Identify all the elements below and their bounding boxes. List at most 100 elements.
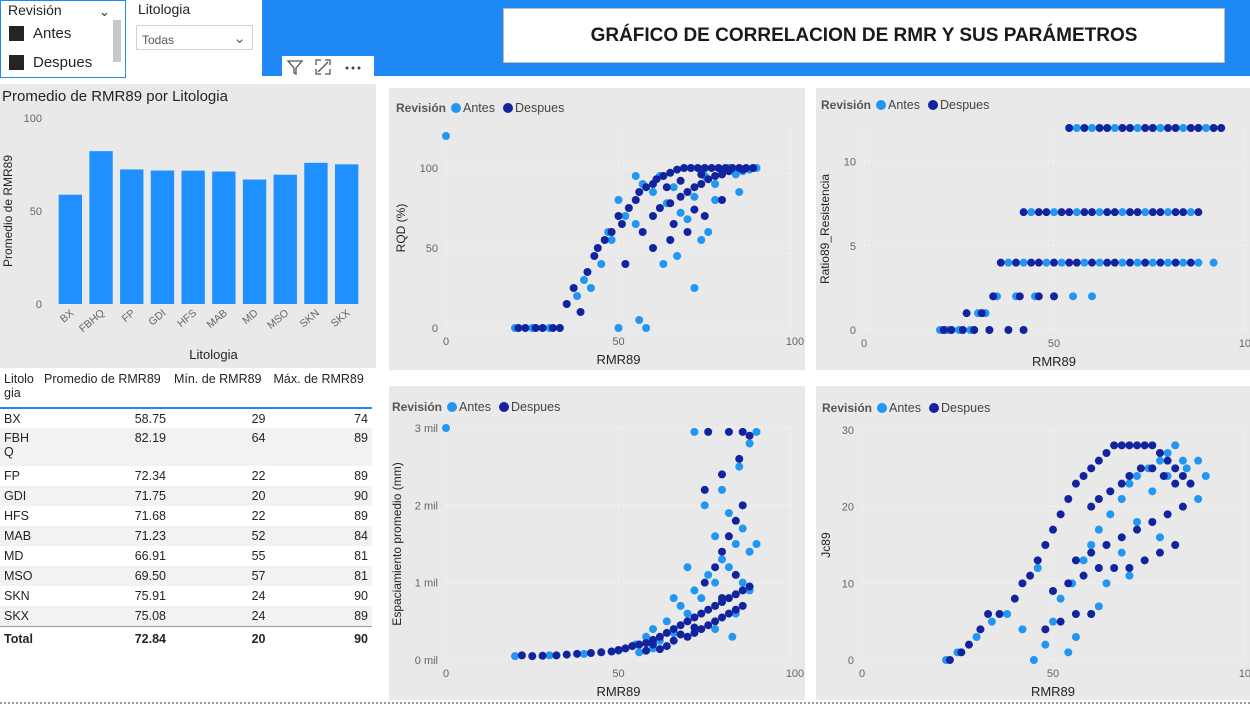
point-antes[interactable] (1133, 518, 1142, 526)
point-despues[interactable] (989, 292, 998, 301)
point-antes[interactable] (1049, 617, 1057, 626)
slicer-scrollbar[interactable] (113, 20, 121, 62)
bar-md[interactable] (242, 179, 267, 304)
point-despues[interactable] (1133, 441, 1142, 450)
legend-label-antes[interactable]: Antes (888, 98, 920, 112)
point-antes[interactable] (1178, 456, 1187, 465)
point-despues[interactable] (1033, 556, 1042, 565)
point-despues[interactable] (964, 640, 973, 649)
point-antes[interactable] (1179, 258, 1188, 267)
point-antes[interactable] (1088, 292, 1096, 301)
point-antes[interactable] (711, 625, 720, 634)
point-despues[interactable] (1125, 441, 1134, 450)
point-antes[interactable] (580, 649, 588, 658)
point-antes[interactable] (1064, 648, 1073, 657)
point-despues[interactable] (538, 324, 547, 332)
col-header-max[interactable]: Máx. de RMR89 (273, 372, 364, 386)
legend-label-despues[interactable]: Despues (511, 400, 560, 414)
point-despues[interactable] (690, 613, 699, 622)
point-despues[interactable] (1088, 208, 1096, 217)
point-despues[interactable] (970, 326, 979, 334)
point-despues[interactable] (738, 427, 747, 436)
point-antes[interactable] (1163, 449, 1172, 457)
point-despues[interactable] (1110, 208, 1119, 217)
point-despues[interactable] (1156, 208, 1165, 217)
point-antes[interactable] (711, 180, 720, 188)
point-antes[interactable] (669, 183, 678, 192)
point-despues[interactable] (1171, 258, 1180, 267)
point-antes[interactable] (972, 633, 981, 641)
table-row[interactable]: SKX 75.08 24 89 (0, 606, 372, 626)
point-despues[interactable] (528, 652, 537, 661)
point-despues[interactable] (1071, 556, 1080, 565)
table-row[interactable]: GDI 71.75 20 90 (0, 486, 372, 506)
point-despues[interactable] (573, 649, 582, 658)
point-despues[interactable] (745, 582, 754, 591)
point-despues[interactable] (1065, 208, 1074, 217)
point-despues[interactable] (1034, 258, 1043, 267)
point-despues[interactable] (1087, 502, 1096, 511)
point-despues[interactable] (1079, 571, 1088, 580)
point-despues[interactable] (1057, 208, 1066, 217)
point-despues[interactable] (1148, 441, 1157, 450)
point-despues[interactable] (731, 516, 740, 525)
point-despues[interactable] (655, 204, 664, 212)
point-despues[interactable] (704, 621, 713, 630)
point-despues[interactable] (662, 183, 671, 192)
point-despues[interactable] (690, 183, 699, 192)
point-despues[interactable] (1217, 124, 1226, 132)
point-despues[interactable] (590, 252, 599, 260)
point-despues[interactable] (614, 212, 623, 220)
point-despues[interactable] (1148, 464, 1157, 473)
point-antes[interactable] (1133, 472, 1142, 480)
point-despues[interactable] (1010, 594, 1019, 603)
point-despues[interactable] (683, 632, 692, 641)
slicer-item-antes[interactable]: Antes (9, 25, 71, 42)
point-despues[interactable] (731, 605, 740, 614)
point-antes[interactable] (1095, 258, 1104, 267)
point-antes[interactable] (1095, 208, 1104, 217)
point-despues[interactable] (1049, 525, 1057, 534)
point-antes[interactable] (673, 252, 682, 260)
point-antes[interactable] (635, 316, 644, 324)
legend-marker-despues[interactable] (499, 402, 509, 412)
point-antes[interactable] (614, 196, 623, 204)
point-despues[interactable] (1117, 479, 1126, 488)
point-despues[interactable] (700, 212, 709, 220)
point-antes[interactable] (642, 324, 651, 332)
point-antes[interactable] (1209, 258, 1218, 267)
point-despues[interactable] (718, 196, 726, 204)
point-despues[interactable] (939, 326, 948, 334)
point-antes[interactable] (1042, 258, 1051, 267)
point-antes[interactable] (676, 208, 685, 217)
point-despues[interactable] (996, 258, 1005, 267)
point-antes[interactable] (1164, 208, 1172, 217)
point-antes[interactable] (1069, 292, 1077, 301)
point-antes[interactable] (442, 424, 450, 432)
point-despues[interactable] (669, 220, 678, 228)
point-despues[interactable] (517, 651, 526, 660)
point-despues[interactable] (624, 204, 633, 212)
point-despues[interactable] (1079, 472, 1088, 480)
legend-label-antes[interactable]: Antes (463, 101, 495, 115)
point-despues[interactable] (1064, 495, 1073, 503)
point-despues[interactable] (704, 605, 713, 614)
point-antes[interactable] (1202, 124, 1210, 132)
point-despues[interactable] (583, 268, 592, 276)
point-despues[interactable] (1019, 208, 1028, 217)
point-despues[interactable] (724, 609, 733, 618)
point-despues[interactable] (607, 228, 616, 236)
table-row[interactable]: FP 72.34 22 89 (0, 466, 372, 486)
point-despues[interactable] (1102, 449, 1111, 457)
point-despues[interactable] (1159, 472, 1168, 480)
litologia-dropdown[interactable]: Todas ⌄ (136, 25, 253, 50)
point-despues[interactable] (1186, 258, 1195, 267)
point-despues[interactable] (659, 172, 668, 180)
point-despues[interactable] (1148, 208, 1157, 217)
point-despues[interactable] (669, 636, 678, 645)
point-despues[interactable] (714, 164, 723, 172)
point-despues[interactable] (711, 601, 720, 610)
point-despues[interactable] (724, 532, 733, 541)
point-antes[interactable] (573, 292, 582, 300)
point-despues[interactable] (995, 610, 1004, 618)
